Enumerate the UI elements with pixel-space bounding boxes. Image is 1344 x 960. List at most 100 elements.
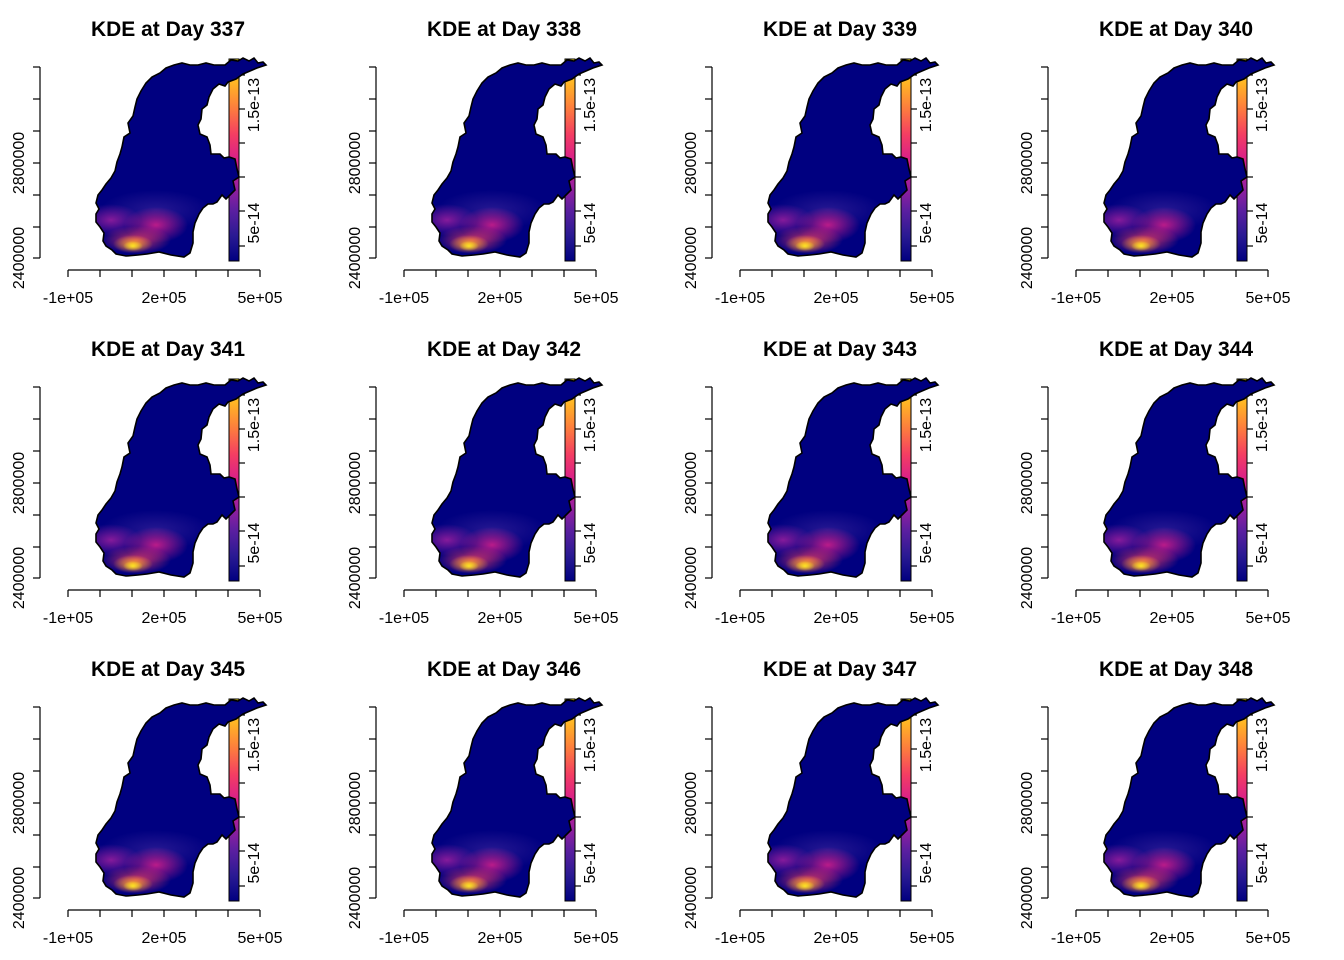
- colorbar-tick-label: 1.5e-13: [918, 398, 935, 452]
- x-tick-label: 2e+05: [1150, 610, 1195, 627]
- x-tick-label: 5e+05: [238, 930, 283, 947]
- x-axis: -1e+05 2e+05 5e+05: [1051, 909, 1291, 947]
- colorbar-tick-label: 5e-14: [1254, 842, 1271, 883]
- x-tick-label: -1e+05: [379, 610, 429, 627]
- region-outline: [1103, 376, 1276, 578]
- colorbar-tick-label: 1.5e-13: [582, 78, 599, 132]
- x-tick-label: 5e+05: [1246, 610, 1291, 627]
- y-axis: 2400000 2800000: [11, 66, 41, 289]
- x-tick-label: -1e+05: [43, 290, 93, 307]
- colorbar-tick-label: 5e-14: [1254, 202, 1271, 243]
- x-tick-label: 5e+05: [910, 930, 955, 947]
- x-tick-label: -1e+05: [715, 290, 765, 307]
- x-axis: -1e+05 2e+05 5e+05: [43, 269, 283, 307]
- y-tick-label: 2400000: [1019, 867, 1036, 929]
- x-tick-label: -1e+05: [379, 290, 429, 307]
- y-axis: 2400000 2800000: [683, 66, 713, 289]
- x-tick-label: 5e+05: [1246, 930, 1291, 947]
- y-tick-label: 2800000: [683, 452, 700, 514]
- region-outline: [767, 56, 940, 258]
- x-tick-label: 5e+05: [238, 610, 283, 627]
- x-axis: -1e+05 2e+05 5e+05: [379, 269, 619, 307]
- y-axis: 2400000 2800000: [683, 386, 713, 609]
- y-tick-label: 2800000: [347, 772, 364, 834]
- x-axis: -1e+05 2e+05 5e+05: [379, 589, 619, 627]
- x-tick-label: 2e+05: [1150, 290, 1195, 307]
- x-tick-label: 2e+05: [142, 290, 187, 307]
- x-axis: -1e+05 2e+05 5e+05: [1051, 269, 1291, 307]
- panel-title: KDE at Day 340: [1099, 18, 1253, 41]
- y-axis: 2400000 2800000: [1019, 706, 1049, 929]
- y-tick-label: 2800000: [683, 132, 700, 194]
- x-tick-label: -1e+05: [1051, 610, 1101, 627]
- colorbar-tick-label: 5e-14: [918, 202, 935, 243]
- panel-title: KDE at Day 341: [91, 338, 245, 361]
- y-axis: 2400000 2800000: [1019, 386, 1049, 609]
- y-tick-label: 2400000: [347, 867, 364, 929]
- y-tick-label: 2800000: [347, 132, 364, 194]
- x-tick-label: -1e+05: [715, 930, 765, 947]
- region-outline: [431, 376, 604, 578]
- y-tick-label: 2800000: [11, 132, 28, 194]
- x-tick-label: 5e+05: [574, 290, 619, 307]
- colorbar-tick-label: 5e-14: [246, 522, 263, 563]
- colorbar-tick-label: 1.5e-13: [246, 718, 263, 772]
- y-tick-label: 2400000: [1019, 547, 1036, 609]
- region-outline: [431, 56, 604, 258]
- region-outline: [431, 696, 604, 898]
- y-axis: 2400000 2800000: [347, 66, 377, 289]
- x-axis: -1e+05 2e+05 5e+05: [43, 589, 283, 627]
- x-tick-label: 2e+05: [478, 930, 523, 947]
- region-outline: [95, 696, 268, 898]
- x-tick-label: 2e+05: [814, 610, 859, 627]
- x-tick-label: 2e+05: [814, 930, 859, 947]
- colorbar-tick-label: 1.5e-13: [918, 718, 935, 772]
- colorbar-tick-label: 5e-14: [582, 202, 599, 243]
- y-tick-label: 2400000: [347, 227, 364, 289]
- y-axis: 2400000 2800000: [683, 706, 713, 929]
- colorbar-tick-label: 1.5e-13: [582, 718, 599, 772]
- panel-title: KDE at Day 348: [1099, 658, 1253, 681]
- x-tick-label: 2e+05: [1150, 930, 1195, 947]
- x-tick-label: -1e+05: [379, 930, 429, 947]
- colorbar-tick-label: 1.5e-13: [582, 398, 599, 452]
- y-tick-label: 2800000: [11, 772, 28, 834]
- colorbar-tick-label: 5e-14: [918, 522, 935, 563]
- colorbar-tick-label: 1.5e-13: [1254, 718, 1271, 772]
- region-outline: [767, 376, 940, 578]
- panel-title: KDE at Day 342: [427, 338, 581, 361]
- x-tick-label: 2e+05: [142, 930, 187, 947]
- colorbar-tick-label: 1.5e-13: [246, 78, 263, 132]
- x-axis: -1e+05 2e+05 5e+05: [379, 909, 619, 947]
- colorbar-tick-label: 5e-14: [582, 522, 599, 563]
- kde-panel: KDE at Day 348 2400000 2800000 -1e+05 2e+05 5…: [1019, 658, 1291, 947]
- x-tick-label: -1e+05: [43, 610, 93, 627]
- x-tick-label: 5e+05: [238, 290, 283, 307]
- colorbar-tick-label: 1.5e-13: [246, 398, 263, 452]
- y-tick-label: 2800000: [1019, 452, 1036, 514]
- x-axis: -1e+05 2e+05 5e+05: [43, 909, 283, 947]
- colorbar-tick-label: 5e-14: [582, 842, 599, 883]
- panel-title: KDE at Day 345: [91, 658, 245, 681]
- colorbar-tick-label: 1.5e-13: [918, 78, 935, 132]
- region-outline: [95, 376, 268, 578]
- x-tick-label: 5e+05: [1246, 290, 1291, 307]
- y-tick-label: 2800000: [1019, 132, 1036, 194]
- y-tick-label: 2800000: [11, 452, 28, 514]
- region-outline: [1103, 696, 1276, 898]
- y-tick-label: 2400000: [683, 227, 700, 289]
- region-outline: [95, 56, 268, 258]
- panel-title: KDE at Day 344: [1099, 338, 1253, 361]
- x-tick-label: 5e+05: [574, 930, 619, 947]
- colorbar-tick-label: 5e-14: [246, 842, 263, 883]
- x-axis: -1e+05 2e+05 5e+05: [715, 909, 955, 947]
- x-axis: -1e+05 2e+05 5e+05: [715, 269, 955, 307]
- x-tick-label: -1e+05: [715, 610, 765, 627]
- y-tick-label: 2400000: [11, 547, 28, 609]
- region-outline: [767, 696, 940, 898]
- x-axis: -1e+05 2e+05 5e+05: [715, 589, 955, 627]
- x-axis: -1e+05 2e+05 5e+05: [1051, 589, 1291, 627]
- y-tick-label: 2800000: [1019, 772, 1036, 834]
- panel-title: KDE at Day 347: [763, 658, 917, 681]
